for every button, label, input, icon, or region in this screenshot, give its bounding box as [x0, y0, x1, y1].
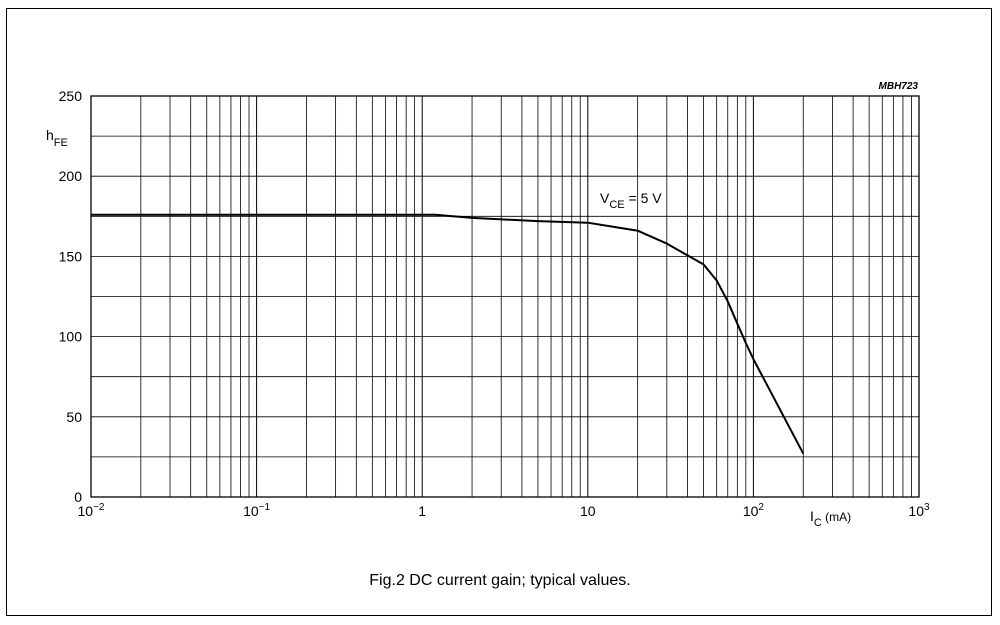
y-tick-label: 150: [59, 248, 83, 264]
x-tick-label: 1: [418, 503, 426, 519]
y-tick-label: 250: [59, 88, 83, 104]
x-tick-label: 102: [743, 502, 765, 519]
y-tick-label: 50: [66, 409, 82, 425]
x-tick-label: 103: [908, 502, 930, 519]
x-axis-ticks: 10−2 10−1 1 10 102 103: [78, 502, 931, 519]
y-tick-label: 0: [74, 489, 82, 505]
plot-border: [90, 95, 920, 498]
x-tick-label: 10: [580, 503, 596, 519]
figure-caption: Fig.2 DC current gain; typical values.: [369, 572, 630, 589]
y-axis-ticks: 0 50 100 150 200 250: [59, 88, 83, 505]
y-tick-label: 200: [59, 168, 83, 184]
figure-frame: [6, 8, 992, 616]
series-label: VCE = 5 V: [600, 190, 662, 211]
x-tick-label: 10−1: [243, 502, 270, 519]
x-axis-label: IC (mA): [810, 508, 851, 529]
series-line-vce-5v: [91, 213, 805, 455]
y-axis-label: hFE: [46, 127, 68, 149]
curve-layer: [91, 213, 805, 455]
x-tick-label: 10−2: [78, 502, 105, 519]
grid: [91, 96, 919, 497]
y-tick-label: 100: [59, 329, 83, 345]
figure-code: MBH723: [879, 81, 919, 92]
